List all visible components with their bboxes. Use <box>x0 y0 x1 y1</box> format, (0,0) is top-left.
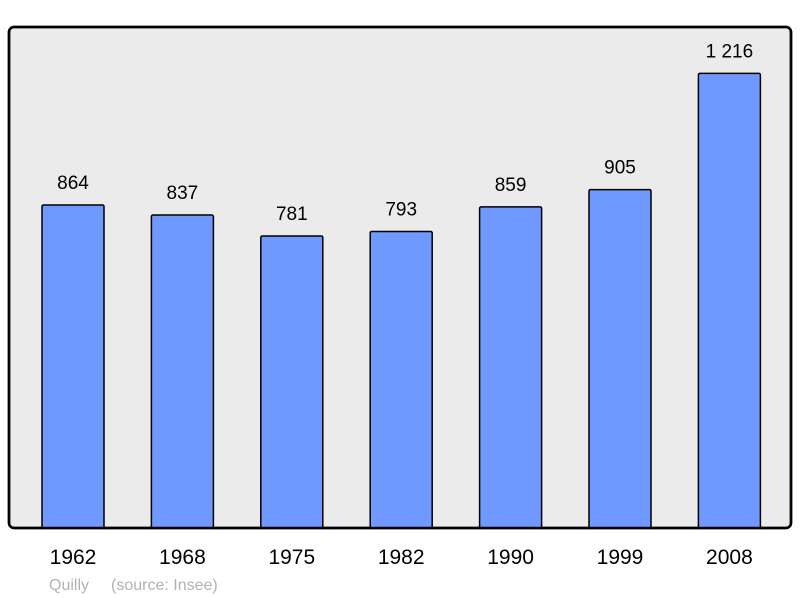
footer-place: Quilly <box>49 577 89 594</box>
bar-1975 <box>260 235 324 529</box>
footer-source: (source: Insee) <box>111 577 218 594</box>
x-tick-label: 1999 <box>597 546 644 569</box>
x-tick-label: 1962 <box>50 546 97 569</box>
data-label-1999: 905 <box>604 158 636 179</box>
bar-1968 <box>150 214 215 529</box>
plot-frame <box>7 25 793 530</box>
x-tick-label: 2008 <box>706 546 753 569</box>
data-label-1968: 837 <box>167 183 199 204</box>
bar-1962 <box>41 204 105 529</box>
data-label-1962: 864 <box>57 173 89 194</box>
bar-1999 <box>588 188 652 529</box>
data-label-1990: 859 <box>495 175 527 196</box>
bar-1990 <box>478 206 543 529</box>
x-tick-label: 1975 <box>268 546 315 569</box>
bar-2008 <box>697 72 762 529</box>
x-tick-label: 1968 <box>159 546 206 569</box>
data-label-1982: 793 <box>385 200 417 221</box>
bar-1982 <box>369 230 433 529</box>
x-tick-label: 1982 <box>378 546 425 569</box>
x-tick-label: 1990 <box>487 546 534 569</box>
data-label-2008: 1 216 <box>706 41 754 62</box>
data-label-1975: 781 <box>276 204 308 225</box>
